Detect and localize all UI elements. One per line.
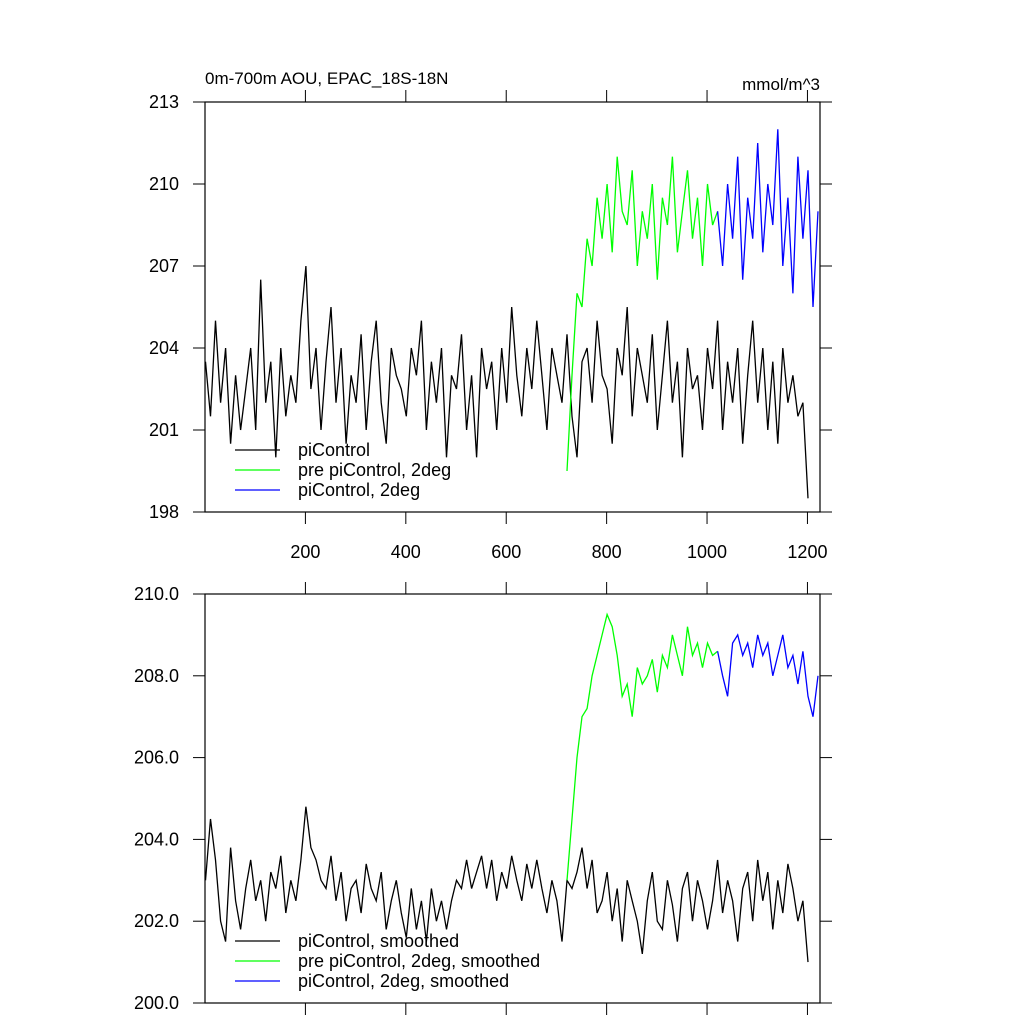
legend-label: piControl, smoothed — [298, 931, 459, 951]
y-tick-label: 204.0 — [134, 829, 179, 849]
y-tick-label: 200.0 — [134, 993, 179, 1013]
y-tick-label: 204 — [149, 338, 179, 358]
y-tick-label: 213 — [149, 92, 179, 112]
series-line — [204, 265, 809, 499]
legend-label: pre piControl, 2deg — [298, 460, 451, 480]
y-tick-label: 202.0 — [134, 911, 179, 931]
legend-label: piControl — [298, 440, 370, 460]
y-tick-label: 208.0 — [134, 666, 179, 686]
series-line — [566, 612, 719, 881]
legend-label: pre piControl, 2deg, smoothed — [298, 951, 540, 971]
series-line — [566, 156, 719, 472]
x-tick-label: 400 — [391, 542, 421, 562]
y-tick-label: 206.0 — [134, 748, 179, 768]
legend-label: piControl, 2deg — [298, 480, 420, 500]
y-tick-label: 201 — [149, 420, 179, 440]
x-tick-label: 600 — [491, 542, 521, 562]
y-tick-label: 210 — [149, 174, 179, 194]
units-label: mmol/m^3 — [742, 75, 820, 94]
x-tick-label: 1200 — [787, 542, 827, 562]
plot-frame — [204, 593, 821, 1004]
x-tick-label: 200 — [290, 542, 320, 562]
chart-title: 0m-700m AOU, EPAC_18S-18N — [205, 69, 448, 88]
x-tick-label: 1000 — [687, 542, 727, 562]
series-line — [204, 806, 809, 963]
legend-label: piControl, 2deg, smoothed — [298, 971, 509, 991]
plot-frame — [204, 101, 821, 513]
y-tick-label: 210.0 — [134, 584, 179, 604]
series-line — [716, 633, 819, 717]
y-tick-label: 207 — [149, 256, 179, 276]
y-tick-label: 198 — [149, 502, 179, 522]
series-line — [716, 129, 819, 308]
x-tick-label: 800 — [592, 542, 622, 562]
